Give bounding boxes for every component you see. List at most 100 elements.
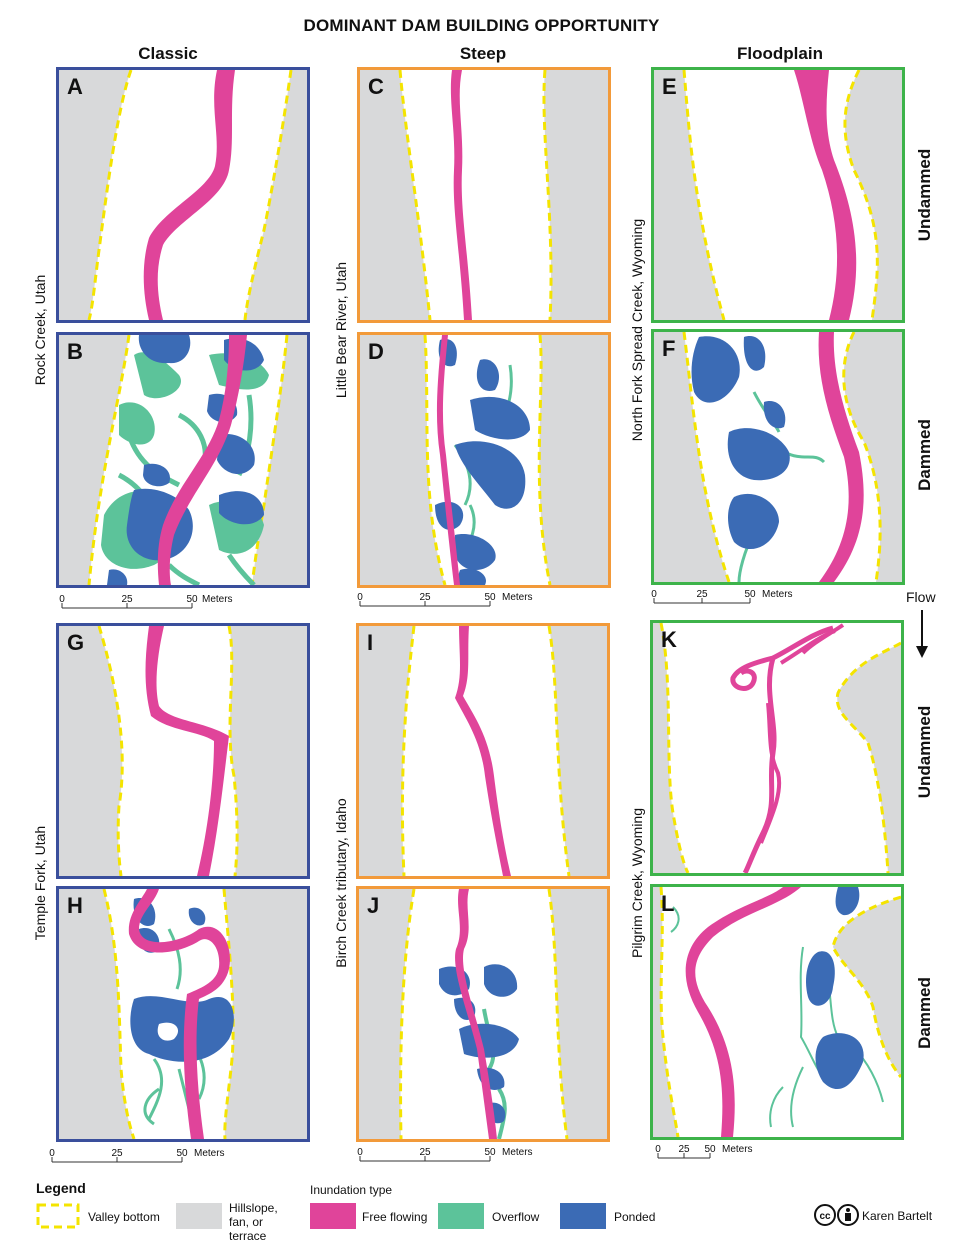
valley-bottom-swatch [36, 1203, 80, 1229]
panel-letter-c: C [368, 74, 384, 99]
panel-letter-e: E [662, 74, 677, 99]
site-label-north-fork: North Fork Spread Creek, Wyoming [629, 218, 645, 442]
scale-bar-line [61, 603, 193, 609]
flow-label: Flow [906, 589, 936, 605]
scale-bar-classic-top: 0 25 50 Meters [59, 594, 260, 614]
panel-h: H [56, 886, 310, 1142]
scale-tick-25: 25 [419, 592, 431, 603]
panel-i: I [356, 623, 610, 879]
site-label-rock-creek: Rock Creek, Utah [32, 274, 48, 386]
legend-valley-bottom: Valley bottom [88, 1210, 160, 1224]
scale-bar-line [359, 601, 491, 607]
scale-bar-classic-bottom: 0 25 50 Meters [49, 1148, 250, 1168]
row-label-undammed-top: Undammed [915, 148, 934, 242]
scale-bar-line [657, 1153, 711, 1159]
panel-f-map [654, 332, 902, 582]
panel-b: B [56, 332, 310, 588]
overflow-swatch [438, 1203, 484, 1229]
scale-tick-50: 50 [484, 592, 496, 603]
free-flowing-swatch [310, 1203, 356, 1229]
panel-b-map [59, 335, 307, 585]
scale-tick-50: 50 [744, 589, 756, 600]
panel-e-map [654, 70, 902, 320]
panel-k-map [653, 623, 901, 873]
scale-unit: Meters [502, 592, 533, 603]
legend-free-flowing: Free flowing [362, 1210, 428, 1224]
panel-l-map [653, 887, 901, 1137]
panel-letter-b: B [67, 339, 83, 364]
panel-f: F [651, 329, 905, 585]
scale-tick-0: 0 [59, 594, 65, 605]
row-label-dammed-top: Dammed [915, 419, 934, 491]
panel-letter-k: K [661, 627, 677, 652]
figure-title: DOMINANT DAM BUILDING OPPORTUNITY [303, 16, 660, 35]
scale-unit: Meters [502, 1147, 533, 1158]
scale-tick-50: 50 [176, 1148, 188, 1159]
scale-tick-0: 0 [357, 592, 363, 603]
panel-letter-j: J [367, 893, 380, 918]
scale-tick-25: 25 [696, 589, 708, 600]
scale-bar-floodplain-top: 0 25 50 Meters [651, 589, 852, 609]
panel-letter-l: L [661, 891, 675, 916]
creative-commons-icon: cc [814, 1204, 859, 1226]
panel-l: L [650, 884, 904, 1140]
legend-ponded: Ponded [614, 1210, 656, 1224]
flow-arrow-icon [916, 610, 928, 658]
scale-bar-line [653, 598, 751, 604]
column-heading-classic: Classic [138, 44, 198, 63]
scale-tick-50: 50 [704, 1144, 716, 1155]
legend-title: Legend [36, 1180, 86, 1196]
scale-tick-0: 0 [651, 589, 657, 600]
legend-overflow: Overflow [492, 1210, 540, 1224]
scale-tick-0: 0 [655, 1144, 661, 1155]
scale-tick-0: 0 [357, 1147, 363, 1158]
site-label-little-bear: Little Bear River, Utah [333, 261, 349, 399]
scale-tick-25: 25 [121, 594, 133, 605]
panel-letter-d: D [368, 339, 384, 364]
svg-text:cc: cc [819, 1211, 831, 1222]
column-heading-steep: Steep [459, 44, 507, 63]
panel-g: G [56, 623, 310, 879]
panel-a: A [56, 67, 310, 323]
scale-unit: Meters [194, 1148, 225, 1159]
panel-letter-a: A [67, 74, 83, 99]
scale-bar-steep-bottom: 0 25 50 Meters [357, 1147, 558, 1167]
legend-hillslope: Hillslope, fan, or terrace [229, 1201, 278, 1243]
hillslope-swatch [176, 1203, 222, 1229]
scale-unit: Meters [202, 594, 233, 605]
panel-letter-g: G [67, 630, 85, 655]
row-label-undammed-bottom: Undammed [915, 705, 934, 799]
panel-d-map [360, 335, 608, 585]
scale-tick-25: 25 [111, 1148, 123, 1159]
ponded-swatch [560, 1203, 606, 1229]
scale-tick-25: 25 [678, 1144, 690, 1155]
scale-bar-floodplain-bottom: 0 25 50 Meters [655, 1144, 856, 1164]
panel-g-map [59, 626, 307, 876]
panel-h-map [59, 889, 307, 1139]
panel-letter-h: H [67, 893, 83, 918]
legend-inundation-title: Inundation type [310, 1183, 393, 1197]
scale-tick-50: 50 [484, 1147, 496, 1158]
scale-bar-line [51, 1157, 183, 1163]
scale-unit: Meters [762, 589, 793, 600]
panel-d: D [357, 332, 611, 588]
column-heading-floodplain: Floodplain [737, 44, 823, 63]
panel-letter-i: I [367, 630, 374, 655]
scale-tick-25: 25 [419, 1147, 431, 1158]
panel-letter-f: F [662, 336, 676, 361]
panel-e: E [651, 67, 905, 323]
panel-c-map [360, 70, 608, 320]
scale-unit: Meters [722, 1144, 753, 1155]
site-label-temple-fork: Temple Fork, Utah [32, 825, 48, 941]
panel-k: K [650, 620, 904, 876]
panel-i-map [359, 626, 607, 876]
panel-j: J [356, 886, 610, 1142]
scale-bar-steep-top: 0 25 50 Meters [357, 592, 558, 612]
site-label-birch-creek: Birch Creek tributary, Idaho [333, 798, 349, 968]
scale-tick-0: 0 [49, 1148, 55, 1159]
scale-tick-50: 50 [186, 594, 198, 605]
credit-author: Karen Bartelt [862, 1209, 933, 1223]
site-label-pilgrim-creek: Pilgrim Creek, Wyoming [629, 808, 645, 959]
panel-j-map [359, 889, 607, 1139]
panel-c: C [357, 67, 611, 323]
